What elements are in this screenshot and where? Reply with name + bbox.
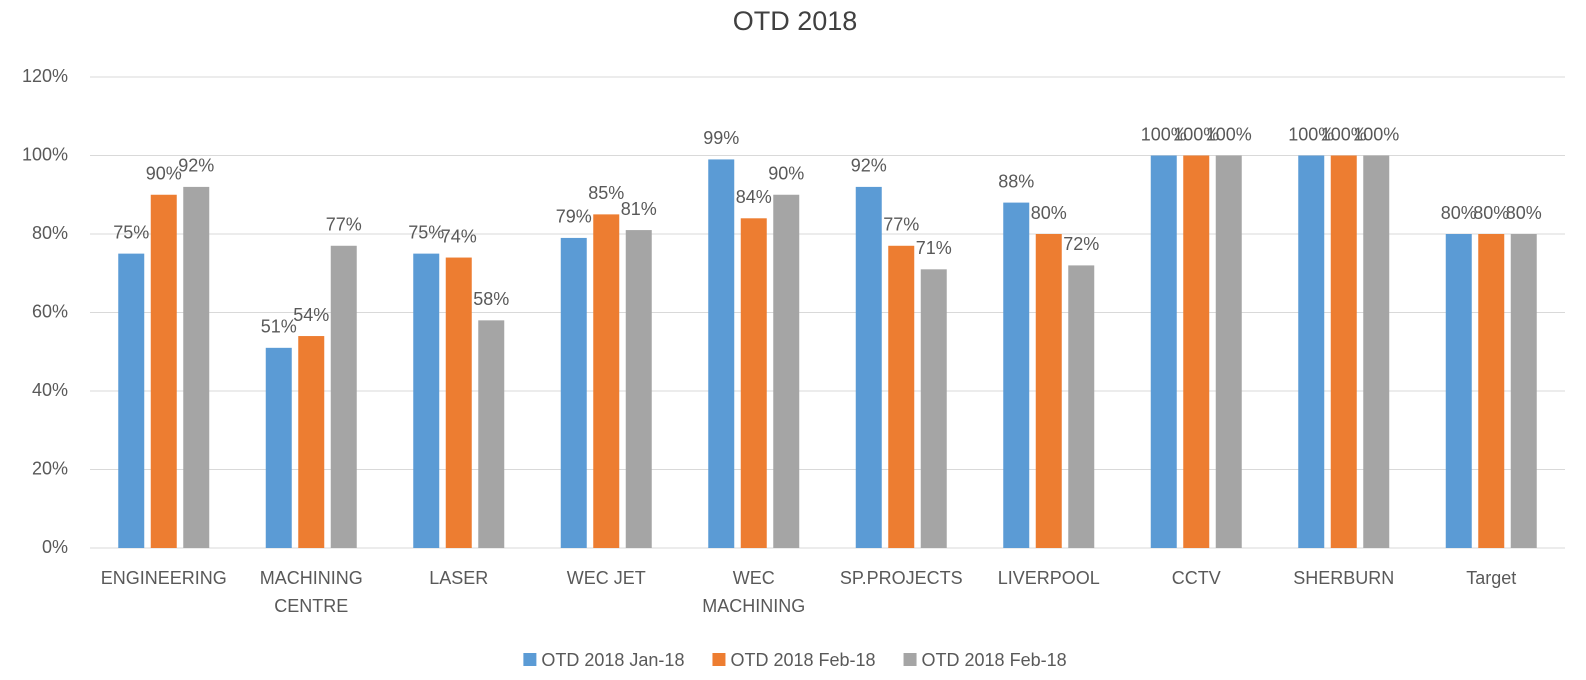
x-tick-label: MACHINING CENTRE: [260, 568, 363, 616]
chart-title: OTD 2018: [733, 6, 858, 36]
bar: [888, 245, 915, 548]
legend-swatch: [903, 653, 917, 666]
legend-label: OTD 2018 Jan-18: [541, 650, 684, 670]
data-label: 54%: [293, 305, 329, 325]
data-label: 90%: [768, 164, 804, 184]
bar: [740, 218, 767, 549]
bar: [1150, 155, 1177, 548]
x-tick-label: CCTV: [1172, 568, 1221, 588]
x-tick-label: WEC MACHINING: [702, 568, 805, 616]
bar: [560, 237, 587, 549]
data-label: 100%: [1173, 124, 1219, 144]
data-label: 100%: [1321, 124, 1367, 144]
data-label: 100%: [1206, 124, 1252, 144]
bar: [593, 214, 620, 548]
y-tick-label: 60%: [32, 301, 68, 321]
bar: [150, 194, 177, 548]
bar: [1003, 202, 1030, 548]
y-tick-label: 80%: [32, 223, 68, 243]
bar: [265, 347, 292, 548]
data-label: 99%: [703, 128, 739, 148]
data-label: 92%: [851, 156, 887, 176]
data-label: 58%: [473, 289, 509, 309]
bar: [855, 186, 882, 548]
bar: [118, 253, 145, 548]
legend-swatch: [712, 653, 726, 666]
y-tick-label: 100%: [22, 144, 68, 164]
data-label: 88%: [998, 171, 1034, 191]
data-label: 92%: [178, 156, 214, 176]
bar: [1363, 155, 1390, 548]
bar: [708, 159, 735, 549]
bar: [1330, 155, 1357, 548]
data-label: 81%: [621, 199, 657, 219]
data-label: 77%: [326, 215, 362, 235]
bar: [1215, 155, 1242, 548]
bar: [330, 245, 357, 548]
bar: [478, 320, 505, 548]
legend-label: OTD 2018 Feb-18: [922, 650, 1067, 670]
data-label: 80%: [1441, 203, 1477, 223]
x-tick-label: Target: [1466, 568, 1516, 588]
legend-swatch: [523, 653, 537, 666]
data-label: 80%: [1506, 203, 1542, 223]
data-label: 75%: [408, 222, 444, 242]
x-tick-label: LIVERPOOL: [998, 568, 1100, 588]
bar: [413, 253, 440, 548]
bar: [298, 336, 325, 548]
x-tick-label: LASER: [429, 568, 488, 588]
x-tick-label: WEC JET: [567, 568, 646, 588]
data-label: 80%: [1031, 203, 1067, 223]
data-label: 100%: [1141, 124, 1187, 144]
bar: [1298, 155, 1325, 548]
data-label: 90%: [146, 164, 182, 184]
data-label: 75%: [113, 222, 149, 242]
bar: [1510, 234, 1537, 548]
x-tick-label: SHERBURN: [1293, 568, 1394, 588]
bar: [773, 194, 800, 548]
data-label: 80%: [1473, 203, 1509, 223]
bar: [1445, 234, 1472, 548]
data-label: 71%: [916, 238, 952, 258]
y-tick-label: 40%: [32, 380, 68, 400]
bar: [183, 186, 210, 548]
data-label: 51%: [261, 317, 297, 337]
y-tick-label: 120%: [22, 66, 68, 86]
data-label: 77%: [883, 215, 919, 235]
data-label: 100%: [1288, 124, 1334, 144]
data-label: 74%: [441, 226, 477, 246]
data-label: 72%: [1063, 234, 1099, 254]
bar: [1478, 234, 1505, 548]
bar: [1035, 234, 1062, 548]
x-tick-label: ENGINEERING: [101, 568, 227, 588]
bar: [920, 269, 947, 548]
y-tick-label: 0%: [42, 537, 68, 557]
data-label: 84%: [736, 187, 772, 207]
bar: [625, 230, 652, 548]
bar: [1183, 155, 1210, 548]
data-label: 100%: [1353, 124, 1399, 144]
data-label: 79%: [556, 207, 592, 227]
legend-label: OTD 2018 Feb-18: [730, 650, 875, 670]
data-label: 85%: [588, 183, 624, 203]
x-tick-label: SP.PROJECTS: [840, 568, 963, 588]
bar: [1068, 265, 1095, 548]
bar: [445, 257, 472, 548]
y-tick-label: 20%: [32, 458, 68, 478]
